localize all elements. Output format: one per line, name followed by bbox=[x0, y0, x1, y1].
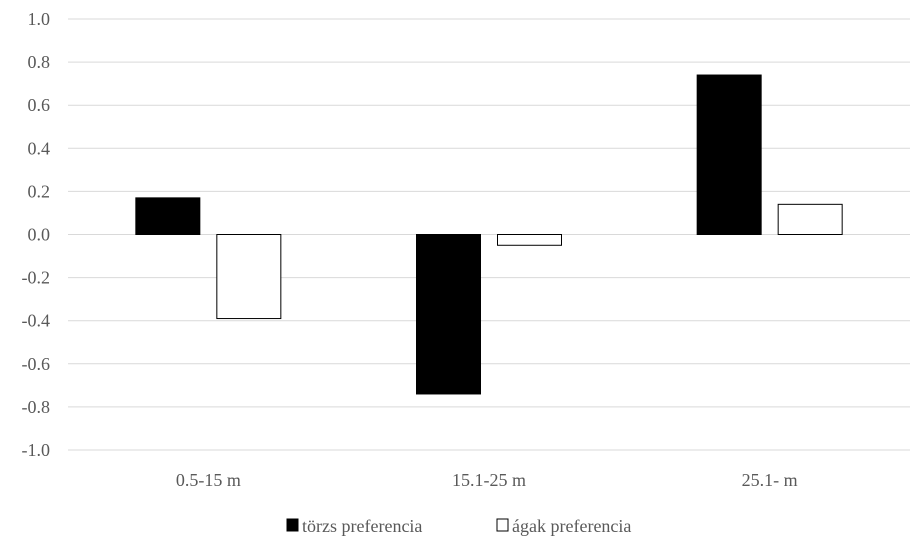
bar-agak bbox=[216, 234, 282, 320]
legend-swatch-agak bbox=[496, 518, 509, 532]
y-tick-label: -0.8 bbox=[22, 397, 51, 417]
legend-label-agak: ágak preferencia bbox=[512, 516, 631, 536]
gridlines bbox=[68, 18, 910, 451]
legend-label-torzs: törzs preferencia bbox=[302, 516, 422, 536]
legend-swatch-torzs bbox=[286, 518, 299, 532]
bar-agak bbox=[777, 203, 843, 236]
bar-torzs bbox=[135, 197, 201, 236]
bar-agak bbox=[497, 234, 562, 246]
y-axis-tick-labels: 1.0 0.8 0.6 0.4 0.2 0.0 -0.2 -0.4 -0.6 -0.8 -1.0 bbox=[22, 9, 51, 460]
y-tick-label: -0.6 bbox=[22, 354, 51, 374]
x-axis-tick-labels: 0.5-15 m 15.1-25 m 25.1- m bbox=[176, 470, 798, 490]
y-tick-label: 0.4 bbox=[28, 138, 51, 158]
x-tick-label: 25.1- m bbox=[742, 470, 798, 490]
y-tick-label: -0.4 bbox=[22, 311, 51, 331]
y-tick-label: 0.8 bbox=[28, 52, 51, 72]
y-tick-label: -0.2 bbox=[22, 268, 51, 288]
y-tick-label: 0.0 bbox=[28, 225, 51, 245]
x-tick-label: 0.5-15 m bbox=[176, 470, 241, 490]
y-tick-label: -1.0 bbox=[22, 440, 51, 460]
x-tick-label: 15.1-25 m bbox=[452, 470, 526, 490]
bar-torzs bbox=[696, 74, 762, 235]
bars bbox=[135, 74, 843, 395]
legend: törzs preferencia ágak preferencia bbox=[286, 516, 631, 536]
y-tick-label: 0.2 bbox=[28, 181, 51, 201]
y-tick-label: 1.0 bbox=[28, 9, 51, 29]
bar-torzs bbox=[416, 234, 481, 395]
y-tick-label: 0.6 bbox=[28, 95, 51, 115]
